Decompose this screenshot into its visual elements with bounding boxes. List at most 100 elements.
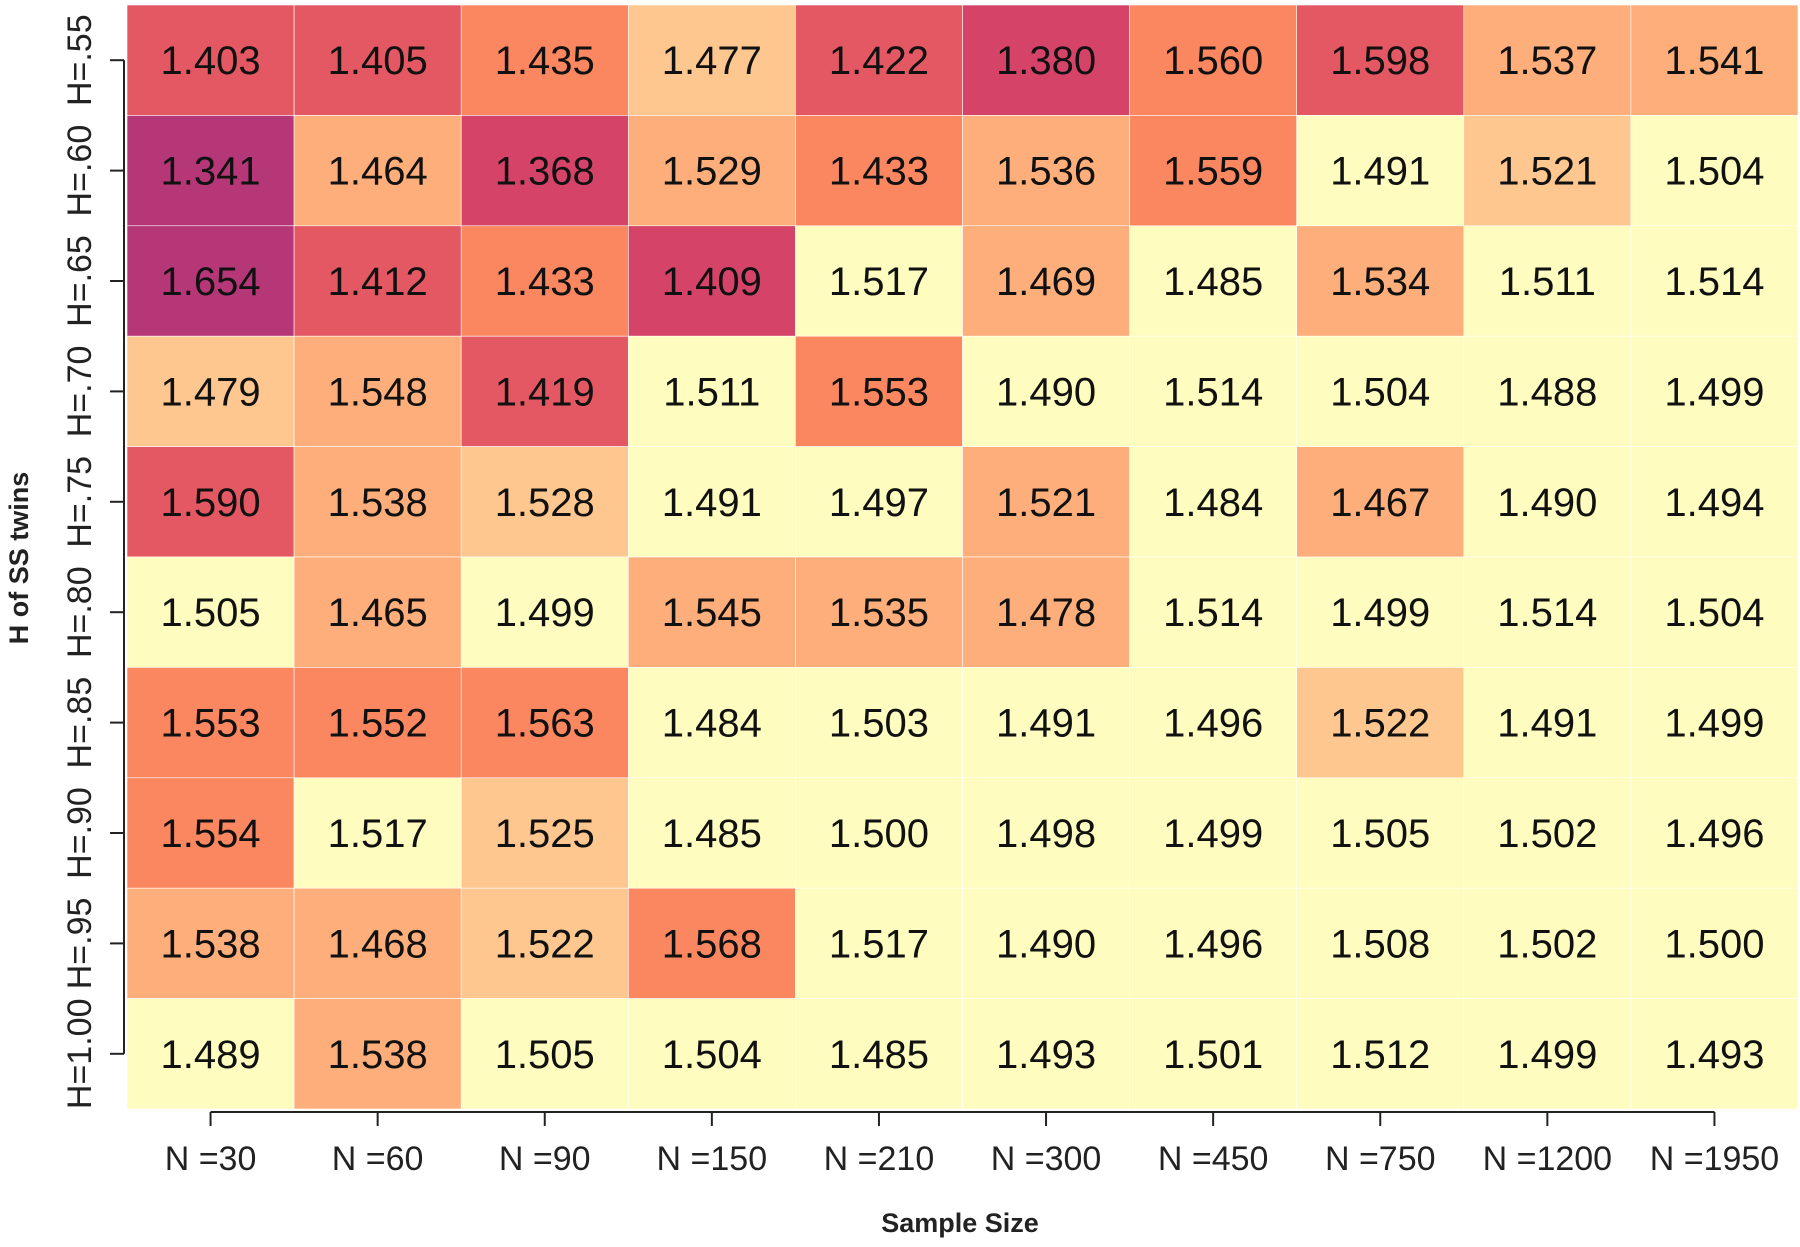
heatmap-cell-value: 1.517 (328, 812, 428, 856)
heatmap-cell-value: 1.467 (1330, 481, 1430, 525)
heatmap-cell-value: 1.489 (160, 1033, 260, 1077)
heatmap-cell (1630, 4, 1799, 116)
heatmap-cell-value: 1.485 (829, 1033, 929, 1077)
heatmap-cell (460, 887, 629, 999)
heatmap-cell (1129, 556, 1297, 668)
heatmap-cell (1630, 667, 1799, 779)
heatmap-cell-value: 1.433 (829, 150, 929, 194)
heatmap-cell-value: 1.514 (1163, 591, 1263, 635)
heatmap-cell (1630, 998, 1799, 1110)
heatmap-cell (1630, 225, 1799, 337)
heatmap-cell (962, 225, 1130, 337)
heatmap-cell-value: 1.512 (1330, 1033, 1430, 1077)
heatmap-cell (126, 556, 295, 668)
heatmap-cell-value: 1.479 (160, 370, 260, 414)
heatmap-cell (795, 777, 963, 889)
x-tick-label: N =90 (499, 1140, 591, 1178)
heatmap-cell (1129, 887, 1297, 999)
heatmap-cell (126, 777, 295, 889)
heatmap-cell-value: 1.554 (160, 812, 260, 856)
heatmap-cell-value: 1.490 (996, 370, 1096, 414)
heatmap-cell (795, 335, 963, 447)
heatmap-cell (293, 225, 462, 337)
heatmap-cell-value: 1.568 (662, 922, 762, 966)
heatmap-cell-value: 1.341 (160, 150, 260, 194)
heatmap-cell (293, 777, 462, 889)
heatmap-cell (1129, 667, 1297, 779)
heatmap-cell (627, 887, 796, 999)
heatmap-cell-value: 1.435 (495, 39, 595, 83)
heatmap-cell (962, 335, 1130, 447)
x-tick-label: N =60 (332, 1140, 424, 1178)
heatmap-cell-value: 1.503 (829, 702, 929, 746)
heatmap-cell (293, 115, 462, 227)
heatmap-cell (293, 4, 462, 116)
heatmap-cell-value: 1.522 (1330, 702, 1430, 746)
heatmap-cell (627, 335, 796, 447)
heatmap-cell (460, 4, 629, 116)
heatmap-cell-value: 1.508 (1330, 922, 1430, 966)
heatmap-cell-value: 1.490 (996, 922, 1096, 966)
heatmap-cell (460, 998, 629, 1110)
heatmap-cell (293, 667, 462, 779)
heatmap-cell-value: 1.465 (328, 591, 428, 635)
x-tick-label: N =210 (824, 1140, 935, 1178)
x-tick-label: N =150 (657, 1140, 768, 1178)
heatmap-cell-value: 1.521 (996, 481, 1096, 525)
heatmap-cell-value: 1.498 (996, 812, 1096, 856)
heatmap-cell-value: 1.538 (328, 1033, 428, 1077)
heatmap-cell-value: 1.553 (160, 702, 260, 746)
y-tick-label: H=.55 (61, 14, 99, 106)
heatmap-cells (126, 4, 1799, 1110)
heatmap-cell-value: 1.490 (1497, 481, 1597, 525)
heatmap-cell-value: 1.499 (1497, 1033, 1597, 1077)
heatmap-cell-value: 1.505 (1330, 812, 1430, 856)
heatmap-cell (1129, 998, 1297, 1110)
heatmap-cell (1463, 887, 1632, 999)
heatmap-cell-value: 1.514 (1497, 591, 1597, 635)
heatmap-cell-value: 1.493 (996, 1033, 1096, 1077)
heatmap-cell-value: 1.485 (662, 812, 762, 856)
heatmap-cell-value: 1.517 (829, 260, 929, 304)
heatmap-cell-value: 1.504 (1664, 591, 1764, 635)
heatmap-cell-value: 1.563 (495, 702, 595, 746)
x-tick-label: N =300 (991, 1140, 1102, 1178)
heatmap-cell (460, 225, 629, 337)
heatmap-cell (126, 335, 295, 447)
heatmap-cell-value: 1.521 (1497, 150, 1597, 194)
x-axis-title: Sample Size (881, 1208, 1039, 1238)
heatmap-cell (1463, 556, 1632, 668)
heatmap-cell (962, 4, 1130, 116)
heatmap-cell (1129, 225, 1297, 337)
heatmap-cell-value: 1.535 (829, 591, 929, 635)
x-tick-label: N =1200 (1483, 1140, 1613, 1178)
heatmap-cell (627, 777, 796, 889)
heatmap-cell-value: 1.529 (662, 150, 762, 194)
heatmap-cell-value: 1.511 (1499, 260, 1596, 304)
heatmap-cell-value: 1.496 (1163, 702, 1263, 746)
heatmap-cell-value: 1.493 (1664, 1033, 1764, 1077)
y-tick-label: H=.95 (61, 898, 99, 990)
heatmap-cell-value: 1.477 (662, 39, 762, 83)
x-tick-label: N =30 (165, 1140, 257, 1178)
heatmap-cell (1296, 777, 1465, 889)
heatmap-cell (627, 998, 796, 1110)
heatmap-cell (1296, 335, 1465, 447)
heatmap-cell (460, 777, 629, 889)
y-tick-label: H=.85 (61, 677, 99, 769)
x-axis: N =30 N =60 N =90 N =150 N =210 N =300 N =450 N… (165, 1111, 1779, 1178)
y-tick-label: H=.75 (61, 456, 99, 548)
heatmap-cell (126, 998, 295, 1110)
heatmap-cell-value: 1.422 (829, 39, 929, 83)
heatmap-cell (795, 998, 963, 1110)
heatmap-cell-value: 1.501 (1163, 1033, 1263, 1077)
heatmap-cell-value: 1.405 (328, 39, 428, 83)
heatmap-cell (1630, 115, 1799, 227)
heatmap-cell-value: 1.500 (829, 812, 929, 856)
heatmap-cell-value: 1.412 (328, 260, 428, 304)
heatmap-cell-value: 1.496 (1163, 922, 1263, 966)
heatmap-cell-value: 1.534 (1330, 260, 1430, 304)
heatmap-cell-value: 1.485 (1163, 260, 1263, 304)
heatmap-cell-value: 1.504 (662, 1033, 762, 1077)
y-tick-label: H=.70 (61, 346, 99, 438)
